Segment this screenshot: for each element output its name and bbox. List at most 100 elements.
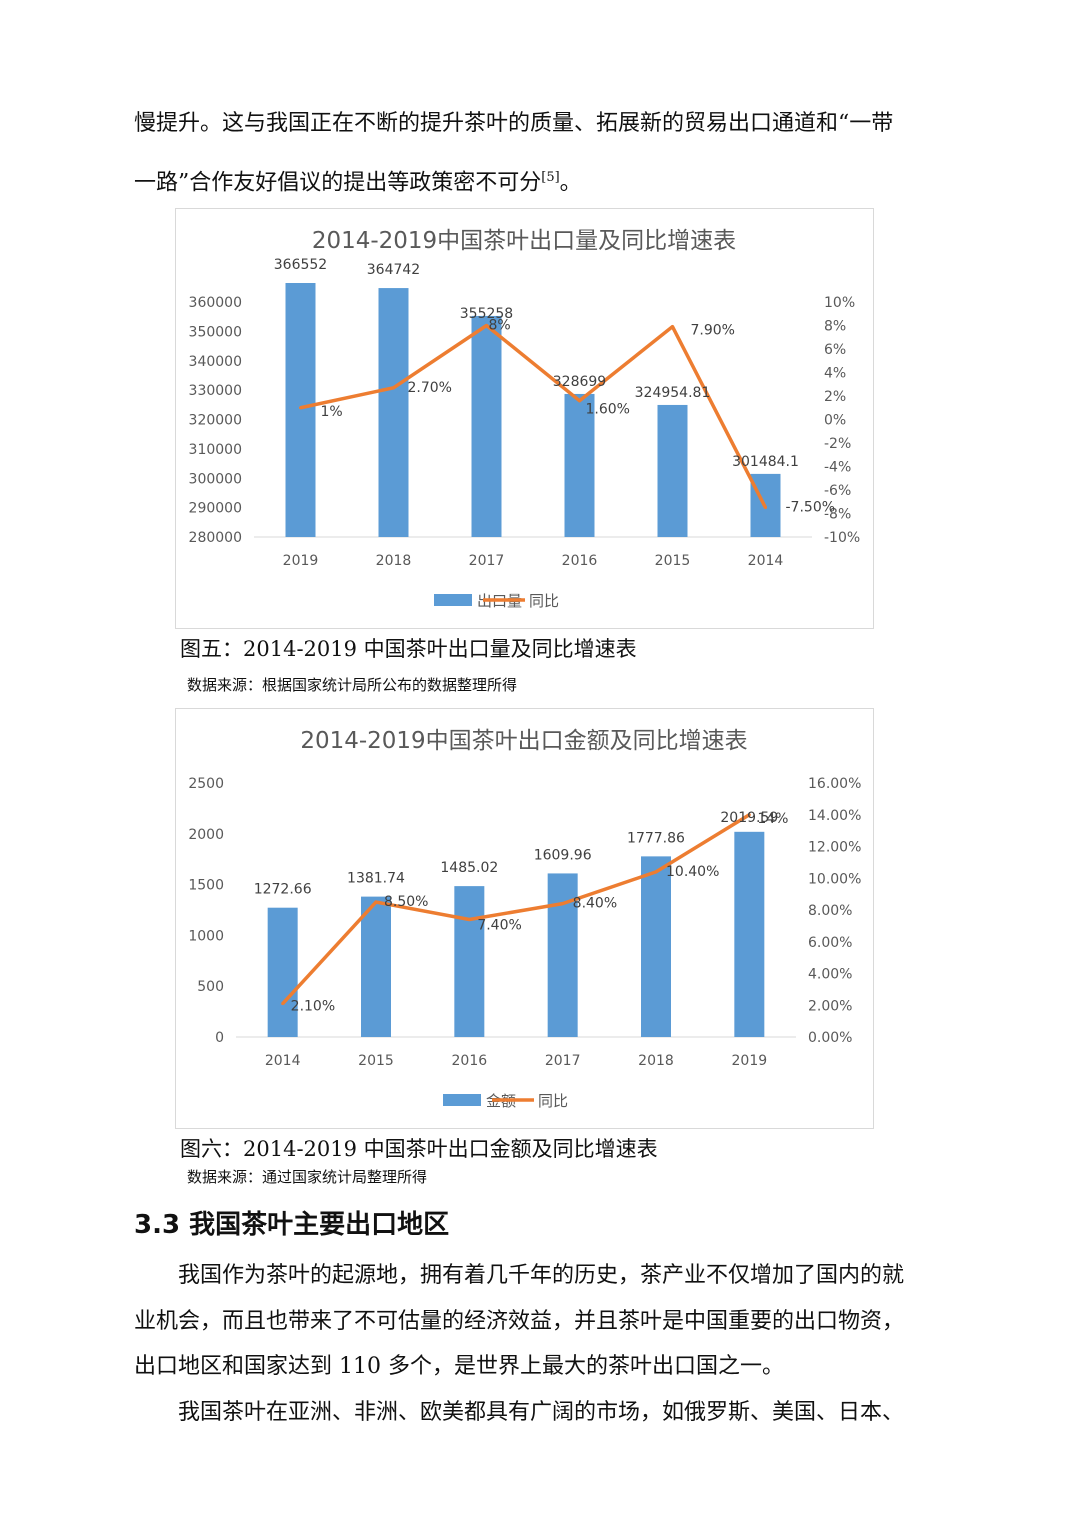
x-tick: 2019 (732, 1053, 768, 1069)
y-left-tick: 2000 (188, 827, 224, 843)
x-tick: 2015 (655, 553, 691, 569)
line-point (764, 506, 767, 510)
line-point (485, 324, 488, 327)
x-tick: 2016 (562, 553, 598, 569)
y-left-tick: 280000 (189, 530, 242, 546)
x-tick: 2016 (452, 1053, 488, 1069)
bar-data-label: 1381.74 (347, 871, 405, 887)
y-right-tick: -10% (824, 530, 860, 546)
line-point (654, 870, 658, 874)
bar-data-label: 1485.02 (440, 860, 498, 876)
line-data-label: 8.40% (573, 896, 617, 912)
y-right-tick: 6% (824, 342, 846, 358)
y-right-tick: -2% (824, 436, 851, 452)
line-point (374, 900, 378, 904)
bar (564, 393, 595, 537)
x-tick: 2019 (283, 553, 319, 569)
figure-source: 数据来源：根据国家统计局所公布的数据整理所得 (187, 676, 518, 694)
y-right-tick: 12.00% (808, 840, 861, 856)
bar (378, 288, 409, 537)
y-left-tick: 290000 (189, 501, 242, 517)
bar-data-label: 1609.96 (534, 847, 592, 863)
line-point (281, 1002, 285, 1006)
y-right-tick: 16.00% (808, 776, 861, 792)
line-data-label: 7.90% (691, 323, 735, 339)
bar-data-label: 1272.66 (254, 882, 312, 898)
y-right-tick: 6.00% (808, 935, 852, 951)
paragraph-line: 慢提升。这与我国正在不断的提升茶叶的质量、拓展新的贸易出口通道和“一带 (134, 111, 894, 136)
series-line (281, 813, 751, 1005)
chart-export-volume-svg: 2014-2019中国茶叶出口量及同比增速表 280000 290000 300000… (189, 228, 861, 610)
bar-data-label: 364742 (367, 262, 420, 278)
x-tick: 2015 (358, 1053, 394, 1069)
line-data-label: 8.50% (384, 894, 428, 910)
x-tick: 2014 (748, 553, 784, 569)
y-right-tick: 0.00% (808, 1030, 852, 1046)
line-data-label: 1% (321, 404, 343, 420)
bar-data-label: 2019.59 (720, 810, 778, 826)
y-left-tick: 300000 (189, 471, 242, 487)
y-right-tick: 8.00% (808, 903, 852, 919)
bar (285, 283, 316, 537)
legend-swatch-bar (443, 1094, 481, 1106)
figure-source: 数据来源：通过国家统计局整理所得 (187, 1168, 428, 1186)
chart-export-value: 2014-2019中国茶叶出口金额及同比增速表 0 500 1000 1500 2000 2… (175, 708, 874, 1129)
paragraph-line: 出口地区和国家达到 110 多个，是世界上最大的茶叶出口国之一。 (134, 1354, 784, 1379)
y-right-tick: -8% (824, 507, 851, 523)
y-left-tick: 350000 (189, 324, 242, 340)
y-right-tick: 2% (824, 389, 846, 405)
line-point (392, 386, 395, 390)
bar (471, 315, 502, 537)
y-left-tick: 2500 (188, 776, 224, 792)
line-data-label: 2.70% (408, 380, 452, 396)
chart-title: 2014-2019中国茶叶出口量及同比增速表 (312, 228, 736, 254)
x-tick: 2018 (638, 1053, 674, 1069)
line-data-label: 2.10% (291, 999, 335, 1015)
bar (657, 404, 688, 537)
line-data-label: 8% (489, 318, 511, 334)
section-heading: 3.3 我国茶叶主要出口地区 (134, 1210, 450, 1240)
y-right-tick: 2.00% (808, 998, 852, 1014)
x-tick: 2014 (265, 1053, 301, 1069)
bar (734, 831, 765, 1037)
paragraph-line: 我国茶叶在亚洲、非洲、欧美都具有广阔的市场，如俄罗斯、美国、日本、 (178, 1400, 905, 1425)
y-left-tick: 0 (215, 1030, 224, 1046)
y-left-tick: 320000 (189, 413, 242, 429)
figure-caption: 图六：2014-2019 中国茶叶出口金额及同比增速表 (180, 1137, 658, 1161)
x-tick: 2017 (469, 553, 505, 569)
paragraph-line: 我国作为茶叶的起源地，拥有着几千年的历史，茶产业不仅增加了国内的就 (178, 1263, 905, 1288)
bar (361, 896, 391, 1037)
y-right-tick: 8% (824, 319, 846, 335)
paragraph-text: 一路”合作友好倡议的提出等政策密不可分 (134, 170, 542, 196)
bar-data-label: 366552 (274, 257, 327, 273)
figure-caption: 图五：2014-2019 中国茶叶出口量及同比增速表 (180, 637, 637, 661)
bar-data-label: 301484.1 (732, 454, 799, 470)
bar (267, 907, 298, 1037)
chart-export-value-svg: 2014-2019中国茶叶出口金额及同比增速表 0 500 1000 1500 2000 2… (188, 728, 861, 1110)
y-left-tick: 330000 (189, 383, 242, 399)
y-left-tick: 340000 (189, 354, 242, 370)
y-right-tick: 10.00% (808, 871, 861, 887)
bar-data-label: 328699 (553, 374, 606, 390)
line-data-label: 10.40% (666, 864, 719, 880)
bar-data-label: 1777.86 (627, 830, 685, 846)
y-right-tick: -6% (824, 483, 851, 499)
legend-swatch-bar (434, 594, 472, 606)
line-data-label: 14% (757, 811, 788, 827)
line-point (299, 406, 302, 410)
paragraph-line: 一路”合作友好倡议的提出等政策密不可分[5]。 (134, 165, 944, 196)
paragraph-end: 。 (559, 170, 582, 196)
y-left-tick: 1500 (188, 878, 224, 894)
chart-title: 2014-2019中国茶叶出口金额及同比增速表 (300, 728, 747, 754)
line-data-label: 1.60% (586, 402, 630, 418)
y-right-tick: -4% (824, 460, 851, 476)
y-right-tick: 4% (824, 366, 846, 382)
y-left-tick: 1000 (188, 928, 224, 944)
chart-export-volume: 2014-2019中国茶叶出口量及同比增速表 280000 290000 300000… (175, 208, 874, 629)
y-left-tick: 360000 (189, 295, 242, 311)
line-point (467, 918, 471, 922)
line-point (561, 902, 565, 906)
line-point (747, 813, 751, 817)
bar (641, 856, 671, 1037)
bar-data-label: 324954.81 (635, 385, 711, 401)
